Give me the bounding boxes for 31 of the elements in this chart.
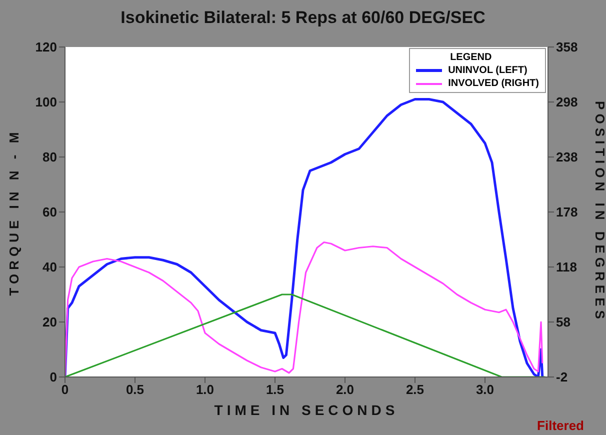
x-tick-label: 2.5 <box>406 382 424 398</box>
x-tick-label: 1.0 <box>196 382 214 398</box>
x-tick-label: 1.5 <box>266 382 284 398</box>
x-axis-title: TIME IN SECONDS <box>214 402 399 418</box>
x-tick-label: 0 <box>61 382 69 398</box>
y-tick-label: 0 <box>50 370 57 385</box>
y2-tick-label: -2 <box>556 370 568 385</box>
y2-axis-title: POSITION IN DEGREES <box>592 101 606 323</box>
y-tick-label: 60 <box>42 204 57 220</box>
y2-tick-label: 118 <box>556 260 577 275</box>
line-series <box>65 241 544 377</box>
y2-tick-label: 238 <box>556 150 578 165</box>
y-tick-label: 20 <box>42 314 57 330</box>
y2-tick-label: 298 <box>556 94 578 110</box>
y-tick-label: 100 <box>35 94 57 110</box>
x-tick-label: 3.0 <box>476 382 494 398</box>
legend-title: LEGEND <box>449 51 493 64</box>
y2-tick-label: 58 <box>556 314 570 330</box>
x-tick-label: 0.5 <box>126 382 144 398</box>
legend-label: UNINVOL (LEFT) <box>447 64 528 77</box>
line-series <box>65 98 544 377</box>
x-tick-label: 2.0 <box>336 382 354 398</box>
chart-title: Isokinetic Bilateral: 5 Reps at 60/60 DEG/SEC <box>120 8 486 28</box>
y-axis-title: TORQUE IN N - M <box>6 128 22 296</box>
y2-tick-label: 358 <box>556 40 578 55</box>
y-tick-label: 120 <box>35 40 57 55</box>
y2-tick-label: 178 <box>556 204 578 220</box>
y-tick-label: 80 <box>42 150 57 165</box>
y-tick-label: 40 <box>42 260 57 275</box>
legend-label: INVOLVED (RIGHT) <box>447 77 539 90</box>
text: Filtered <box>537 418 584 433</box>
